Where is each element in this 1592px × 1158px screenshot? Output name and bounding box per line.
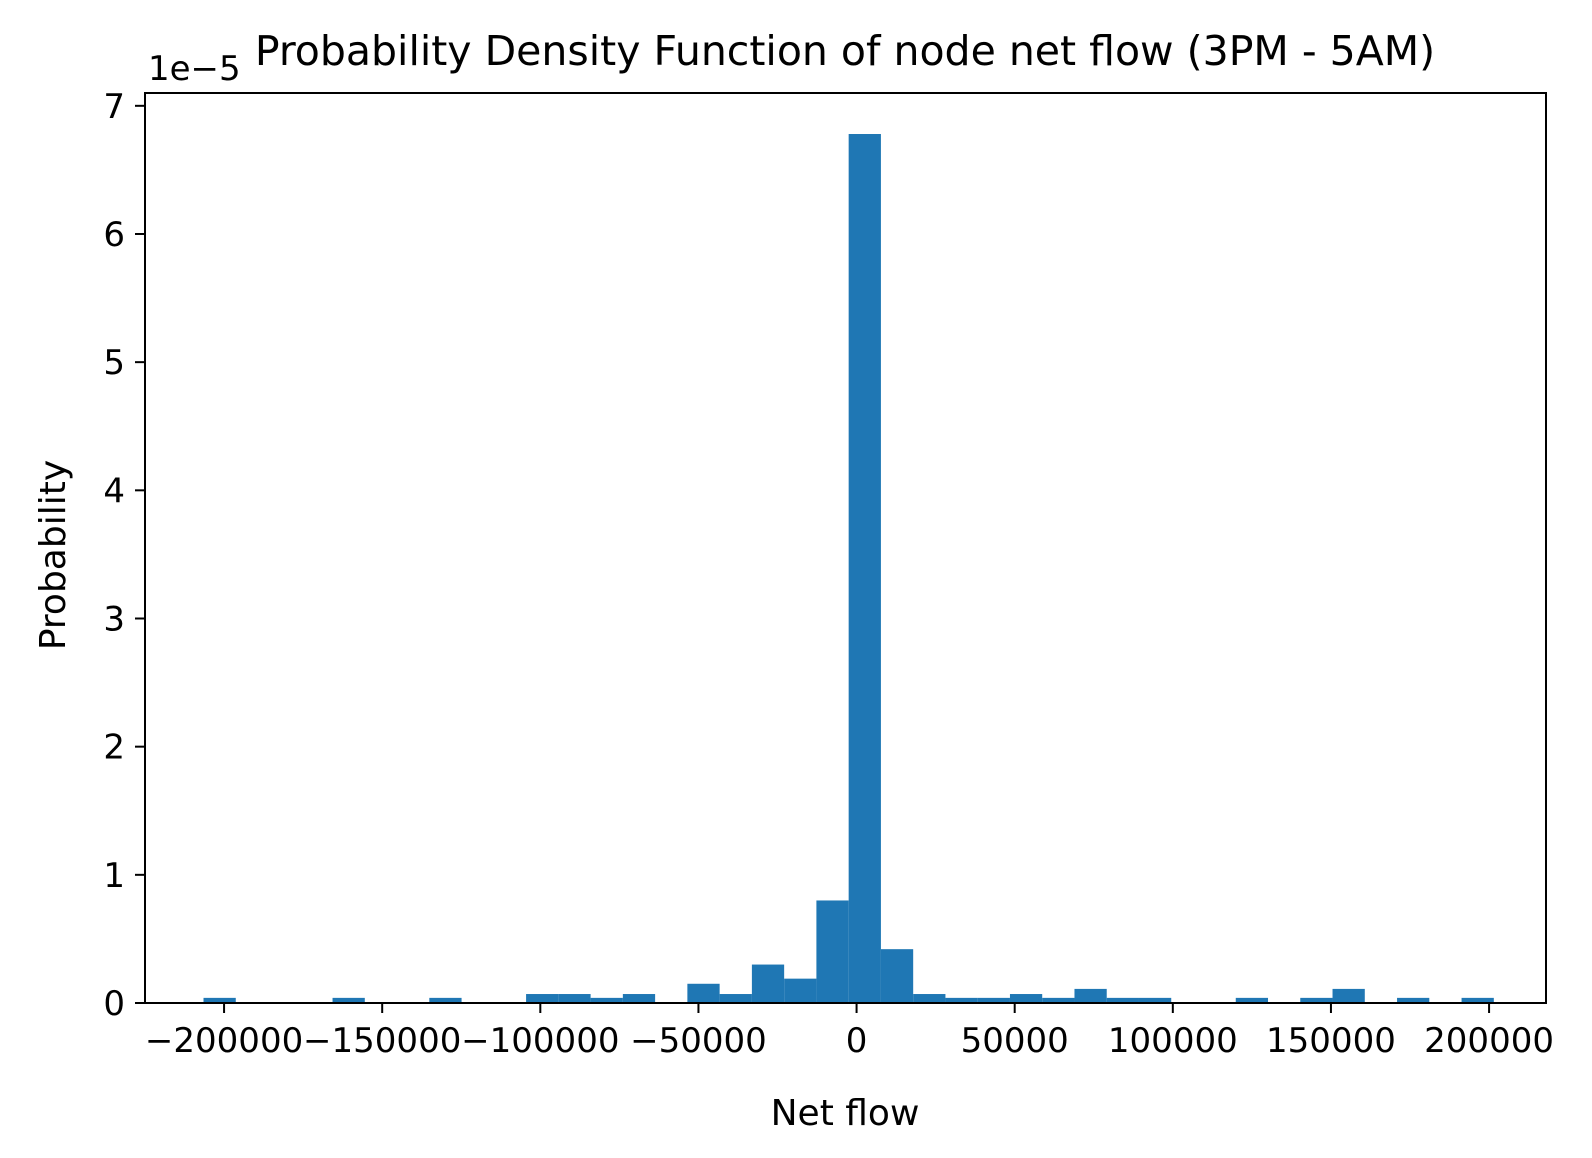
histogram-bar-16 bbox=[977, 997, 1010, 1003]
histogram-bar-18 bbox=[1042, 997, 1075, 1003]
histogram-bar-19 bbox=[1074, 988, 1107, 1003]
histogram-bar-4 bbox=[558, 994, 591, 1003]
x-tick-label: −50000 bbox=[630, 1021, 767, 1061]
x-tick-label: 0 bbox=[846, 1021, 868, 1061]
y-axis-label: Probability bbox=[33, 460, 74, 650]
histogram-bars bbox=[203, 134, 1494, 1003]
plot-background bbox=[145, 93, 1546, 1003]
y-tick-label: 6 bbox=[103, 215, 125, 255]
histogram-bar-2 bbox=[429, 997, 462, 1003]
histogram-bar-24 bbox=[1332, 988, 1365, 1003]
histogram-bar-10 bbox=[784, 978, 817, 1003]
plot-frame bbox=[144, 92, 1547, 1004]
y-tick-label: 5 bbox=[103, 343, 125, 383]
y-tick-label: 0 bbox=[103, 984, 125, 1024]
histogram-bar-12 bbox=[848, 134, 881, 1003]
histogram-bar-23 bbox=[1300, 997, 1333, 1003]
histogram-bar-7 bbox=[687, 983, 720, 1003]
histogram-bar-3 bbox=[526, 994, 559, 1003]
histogram-bar-11 bbox=[816, 900, 849, 1003]
x-tick-label: −150000 bbox=[303, 1021, 461, 1061]
y-tick-label: 2 bbox=[103, 728, 125, 768]
x-tick-label: −200000 bbox=[145, 1021, 303, 1061]
histogram-bar-17 bbox=[1009, 994, 1043, 1003]
histogram-bar-22 bbox=[1235, 997, 1269, 1003]
y-axis-ticks: 0 1 2 3 4 5 6 7 bbox=[103, 87, 145, 1024]
x-tick-label: 50000 bbox=[961, 1021, 1069, 1061]
y-tick-label: 7 bbox=[103, 87, 125, 127]
x-tick-label: 100000 bbox=[1108, 1021, 1238, 1061]
histogram-bar-14 bbox=[913, 994, 946, 1003]
histogram-bar-5 bbox=[590, 997, 623, 1003]
histogram-bar-6 bbox=[622, 994, 656, 1003]
y-tick-label: 1 bbox=[103, 856, 125, 896]
x-tick-label: 150000 bbox=[1266, 1021, 1396, 1061]
histogram-bar-8 bbox=[719, 994, 752, 1003]
histogram-bar-0 bbox=[203, 997, 236, 1003]
y-offset-label: 1e−5 bbox=[148, 49, 241, 89]
histogram-bar-20 bbox=[1106, 997, 1139, 1003]
x-axis-label: Net flow bbox=[771, 1093, 920, 1134]
histogram-bar-9 bbox=[751, 964, 785, 1003]
x-tick-label: 200000 bbox=[1424, 1021, 1554, 1061]
chart-title: Probability Density Function of node net… bbox=[255, 27, 1435, 75]
histogram-bar-15 bbox=[945, 997, 978, 1003]
x-tick-label: −100000 bbox=[461, 1021, 619, 1061]
x-axis-ticks: −200000 −150000 −100000 −50000 0 50000 100000 1… bbox=[145, 1003, 1554, 1061]
histogram-bar-26 bbox=[1461, 997, 1494, 1003]
y-tick-label: 3 bbox=[103, 599, 125, 639]
histogram-bar-25 bbox=[1397, 997, 1430, 1003]
histogram-bar-13 bbox=[880, 949, 914, 1003]
histogram-bar-1 bbox=[332, 997, 365, 1003]
histogram-bar-21 bbox=[1138, 997, 1172, 1003]
y-tick-label: 4 bbox=[103, 471, 125, 511]
